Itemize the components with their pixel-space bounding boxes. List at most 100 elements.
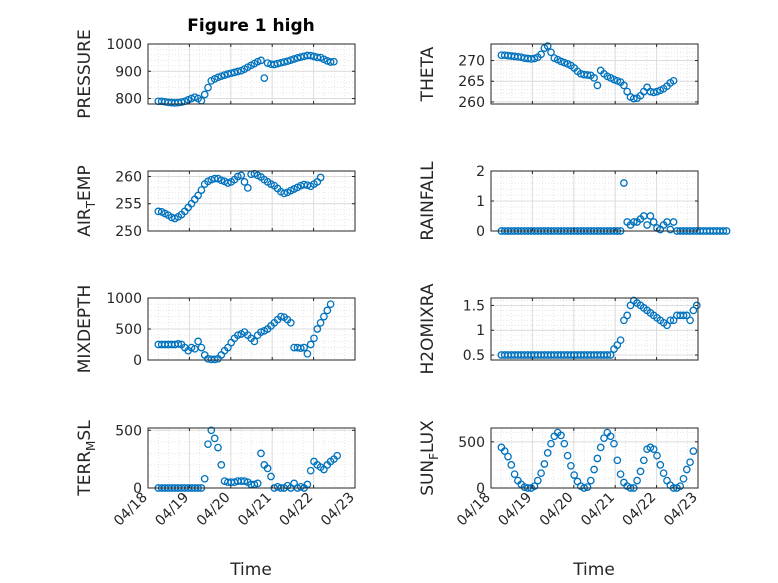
data-point <box>636 467 645 476</box>
y-tick-label: 255 <box>115 197 142 213</box>
series-markers-mixdepth <box>154 300 335 364</box>
data-point <box>590 74 598 82</box>
data-point <box>616 470 625 479</box>
data-point <box>267 472 275 481</box>
y-axis-label-rest: SL <box>75 420 95 441</box>
data-point <box>537 469 545 478</box>
axes-box <box>147 427 356 489</box>
y-axis-label: MIXDEPTH <box>75 285 95 374</box>
subplot-h2omixra: 0.5 1 1.5 H2OMIXRA <box>418 283 701 375</box>
data-point <box>214 443 222 452</box>
data-point <box>557 57 565 66</box>
data-point <box>326 300 335 309</box>
data-point <box>649 218 658 226</box>
data-point <box>583 483 592 491</box>
y-tick-label: 250 <box>115 224 142 240</box>
data-point <box>174 340 183 348</box>
data-point <box>323 306 332 315</box>
data-point <box>210 434 219 443</box>
data-point <box>596 443 605 452</box>
series-markers-pressure <box>154 51 338 107</box>
y-axis-label-subscript: M <box>84 441 98 451</box>
y-tick-label: 500 <box>458 435 485 451</box>
data-point <box>603 351 612 359</box>
data-point <box>296 344 305 353</box>
y-axis-label-rest: EMP <box>75 165 95 201</box>
data-point <box>280 58 289 66</box>
data-point <box>220 71 229 79</box>
data-point <box>610 75 618 84</box>
data-point <box>686 316 694 325</box>
data-point <box>333 451 342 460</box>
data-point <box>646 212 655 220</box>
data-point <box>600 434 608 443</box>
data-point <box>533 476 542 485</box>
data-point <box>679 311 688 320</box>
y-axis-label-main: PRESSURE <box>75 29 95 118</box>
y-axis-label: H2OMIXRA <box>418 283 438 374</box>
data-point <box>286 56 295 64</box>
data-point <box>540 460 549 468</box>
data-point <box>187 343 196 352</box>
y-tick-label: 2 <box>476 164 485 180</box>
subplot-pressure: 800 900 1000 PRESSURE <box>75 29 356 119</box>
y-tick-label: 800 <box>115 92 142 108</box>
y-axis-label-main: RAINFALL <box>418 161 438 241</box>
series-markers-h2omixra <box>497 296 701 359</box>
data-point <box>567 461 575 470</box>
y-tick-label: 0 <box>476 224 485 240</box>
y-axis-label: AIRTEMP <box>75 165 98 236</box>
axes-box <box>490 427 699 489</box>
data-point <box>313 53 322 62</box>
data-point <box>257 449 265 458</box>
data-point <box>263 464 272 473</box>
data-point <box>586 476 595 485</box>
y-tick-label: 270 <box>458 54 485 70</box>
y-axis-label-rest: LUX <box>418 420 438 453</box>
data-point <box>510 470 519 479</box>
data-point <box>243 184 252 192</box>
y-axis-label: THETA <box>418 46 438 102</box>
data-point <box>722 227 731 235</box>
data-point <box>606 432 615 441</box>
data-point <box>233 67 242 76</box>
data-point <box>257 56 265 65</box>
data-point <box>583 71 592 79</box>
data-point <box>629 218 638 226</box>
y-tick-label: 0.5 <box>463 348 485 364</box>
data-point <box>633 476 641 485</box>
data-point <box>500 447 509 455</box>
axes-box <box>490 297 699 361</box>
y-axis-label-main: AIR <box>75 208 95 237</box>
data-point <box>197 186 206 194</box>
subplot-theta: 260 265 270 THETA <box>418 42 699 111</box>
y-axis-label-main: THETA <box>418 46 438 102</box>
data-point <box>233 331 242 340</box>
data-point <box>326 58 335 66</box>
y-tick-label: 0 <box>476 481 485 497</box>
data-point <box>210 355 219 364</box>
data-point <box>197 343 206 352</box>
y-tick-label: 1.5 <box>463 298 485 314</box>
data-point <box>682 465 691 474</box>
series-markers-terr_msl <box>154 426 342 492</box>
data-point <box>659 469 668 478</box>
data-point <box>593 454 602 463</box>
y-tick-label: 500 <box>115 322 142 338</box>
y-tick-label: 0 <box>133 353 142 369</box>
y-axis-label-main: TERR <box>75 451 95 497</box>
data-point <box>313 325 322 333</box>
y-axis-label-main: MIXDEPTH <box>75 285 95 374</box>
data-point <box>543 42 552 50</box>
data-point <box>669 76 678 85</box>
data-point <box>537 50 545 59</box>
data-point <box>543 449 552 457</box>
data-point <box>300 343 308 352</box>
data-point <box>296 482 305 491</box>
data-point <box>250 337 259 346</box>
data-point <box>320 312 328 321</box>
y-axis-label-subscript: T <box>84 200 98 209</box>
data-point <box>217 461 226 469</box>
data-point <box>623 87 632 96</box>
